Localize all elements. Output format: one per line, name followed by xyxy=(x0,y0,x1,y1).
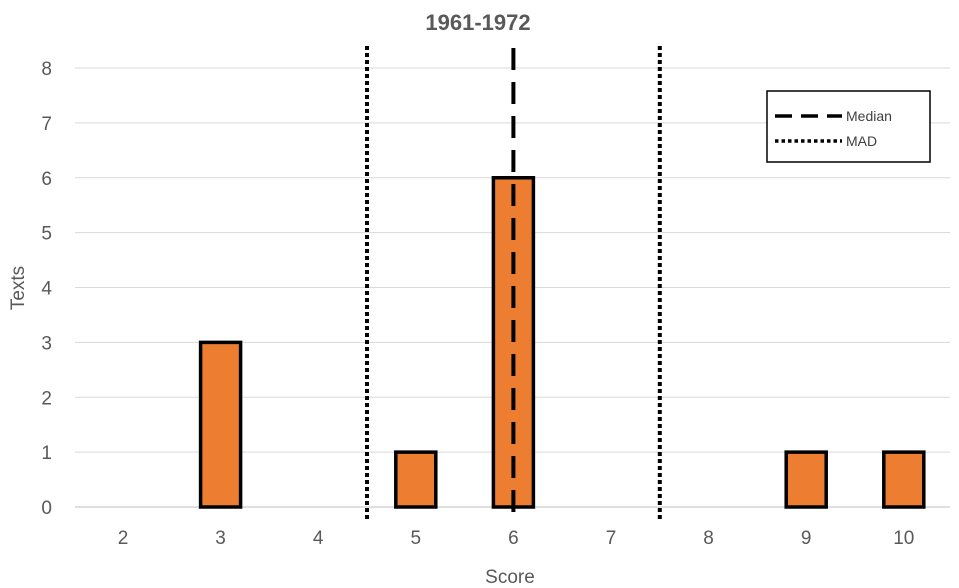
x-axis-ticks: 2 3 4 5 6 7 8 9 10 xyxy=(118,528,915,549)
bars xyxy=(198,176,926,509)
y-tick-label: 1 xyxy=(41,443,52,464)
y-tick-label: 4 xyxy=(41,279,52,300)
y-axis-label: Texts xyxy=(8,266,29,310)
x-tick-label: 3 xyxy=(215,528,226,549)
y-tick-label: 7 xyxy=(41,114,52,135)
legend-mad-label: MAD xyxy=(846,133,877,149)
legend-box xyxy=(766,90,931,163)
y-tick-label: 8 xyxy=(41,59,52,80)
x-tick-label: 9 xyxy=(801,528,812,549)
x-tick-label: 6 xyxy=(508,528,519,549)
x-tick-label: 10 xyxy=(893,528,914,549)
y-tick-label: 2 xyxy=(41,388,52,409)
y-tick-label: 0 xyxy=(41,498,52,519)
y-tick-label: 3 xyxy=(41,333,52,354)
x-tick-label: 8 xyxy=(703,528,714,549)
x-axis-label: Score xyxy=(485,567,535,588)
y-tick-label: 6 xyxy=(41,169,52,190)
bar xyxy=(882,450,926,509)
bar xyxy=(394,450,438,509)
y-axis-ticks: 0 1 2 3 4 5 6 7 8 xyxy=(41,59,52,519)
x-tick-label: 2 xyxy=(118,528,129,549)
bar xyxy=(784,450,828,509)
x-tick-label: 5 xyxy=(411,528,422,549)
reference-lines xyxy=(365,46,662,522)
bar xyxy=(198,340,243,509)
y-tick-label: 5 xyxy=(41,224,52,245)
chart-title: 1961-1972 xyxy=(425,10,530,35)
x-tick-label: 7 xyxy=(606,528,617,549)
legend: Median MAD xyxy=(766,90,931,163)
legend-median-label: Median xyxy=(846,108,892,124)
x-tick-label: 4 xyxy=(313,528,324,549)
